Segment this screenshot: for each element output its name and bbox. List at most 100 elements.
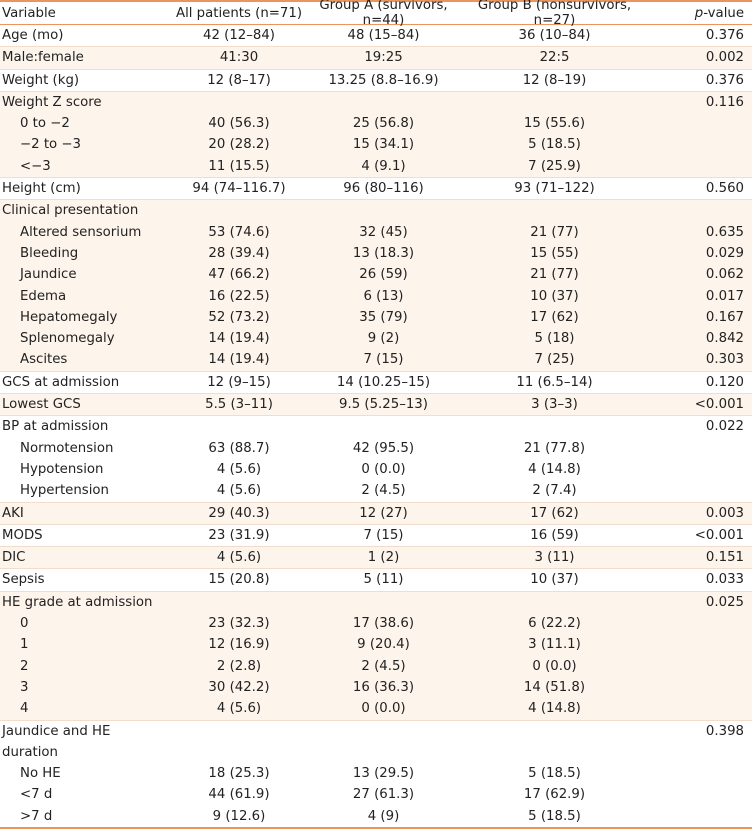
cell-all: 52 (73.2) bbox=[208, 309, 270, 325]
cell-all: 41:30 bbox=[219, 50, 259, 66]
cell-all: 12 (16.9) bbox=[208, 637, 270, 653]
cell-group-b: 22:5 bbox=[539, 50, 570, 66]
header-all-patients: All patients (n=71) bbox=[175, 5, 303, 21]
cell-group-b: 36 (10–84) bbox=[518, 28, 591, 43]
cell-group-b: 5 (18.5) bbox=[528, 137, 581, 153]
cell-group-a: 9 (2) bbox=[367, 331, 400, 347]
cell-p: 0.033 bbox=[705, 572, 744, 588]
row-group-weight-z: Weight Z score 0.116 0 to −2 40 (56.3) 2… bbox=[0, 91, 752, 179]
cell-all: 4 (5.6) bbox=[216, 550, 262, 566]
cell-p: 0.560 bbox=[705, 181, 744, 197]
cell-all: 29 (40.3) bbox=[208, 505, 270, 521]
cell-all: 20 (28.2) bbox=[208, 137, 270, 153]
cell-p: 0.376 bbox=[705, 28, 744, 43]
row-label: No HE bbox=[20, 766, 61, 782]
cell-p: 0.398 bbox=[705, 723, 744, 739]
cell-all: 18 (25.3) bbox=[208, 766, 270, 782]
header-p-italic: p bbox=[694, 5, 704, 21]
cell-all: 15 (20.8) bbox=[208, 572, 270, 588]
table-row: Weight (kg) 12 (8–17) 13.25 (8.8–16.9) 1… bbox=[0, 70, 752, 92]
cell-all: 23 (32.3) bbox=[208, 616, 270, 632]
cell-p: 0.116 bbox=[705, 94, 744, 110]
row-label: >7 d bbox=[20, 808, 53, 824]
table-row: HE grade at admission 0.025 bbox=[0, 591, 752, 614]
table-row: 3 30 (42.2) 16 (36.3) 14 (51.8) bbox=[0, 676, 752, 699]
row-label: Weight (kg) bbox=[2, 72, 80, 88]
cell-group-b: 15 (55) bbox=[530, 245, 579, 261]
cell-group-b: 12 (8–19) bbox=[522, 72, 587, 88]
row-label: Ascites bbox=[20, 352, 68, 368]
cell-group-a: 7 (15) bbox=[363, 352, 404, 368]
cell-p: 0.003 bbox=[705, 505, 744, 521]
cell-group-a: 5 (11) bbox=[363, 572, 404, 588]
cell-group-a: 13 (29.5) bbox=[352, 766, 415, 782]
row-label: 3 bbox=[20, 679, 29, 695]
row-label: Normotension bbox=[20, 440, 114, 456]
cell-group-b: 5 (18.5) bbox=[528, 808, 581, 824]
row-label: Height (cm) bbox=[2, 181, 81, 197]
cell-group-a: 12 (27) bbox=[359, 505, 408, 521]
row-label: Edema bbox=[20, 288, 67, 304]
cell-group-b: 21 (77) bbox=[530, 267, 579, 283]
table-row: BP at admission 0.022 bbox=[0, 416, 752, 437]
cell-p: <0.001 bbox=[694, 527, 744, 543]
cell-group-b: 15 (55.6) bbox=[523, 116, 586, 132]
row-group-he-grade: HE grade at admission 0.025 0 23 (32.3) … bbox=[0, 591, 752, 721]
cell-group-b: 10 (37) bbox=[530, 288, 579, 304]
row-label: MODS bbox=[2, 527, 43, 543]
row-label: Splenomegaly bbox=[20, 331, 115, 347]
cell-group-b: 7 (25.9) bbox=[528, 158, 581, 174]
cell-all: 40 (56.3) bbox=[208, 116, 270, 132]
table-row: Ascites 14 (19.4) 7 (15) 7 (25) 0.303 bbox=[0, 349, 752, 371]
table-row: 0 to −2 40 (56.3) 25 (56.8) 15 (55.6) bbox=[0, 113, 752, 135]
table-row: MODS 23 (31.9) 7 (15) 16 (59) <0.001 bbox=[0, 525, 752, 548]
row-label: Altered sensorium bbox=[20, 224, 142, 240]
cell-all: 23 (31.9) bbox=[208, 527, 270, 543]
cell-group-a: 2 (4.5) bbox=[361, 658, 406, 674]
cell-p: 0.002 bbox=[705, 50, 744, 66]
cell-p: 0.025 bbox=[705, 594, 744, 610]
cell-group-a: 14 (10.25–15) bbox=[336, 374, 431, 390]
row-label: DIC bbox=[2, 550, 26, 566]
table-row: Jaundice and HE duration 0.398 bbox=[0, 721, 752, 764]
cell-group-b: 6 (22.2) bbox=[528, 616, 581, 632]
cell-group-b: 17 (62) bbox=[530, 505, 579, 521]
cell-group-b: 14 (51.8) bbox=[523, 679, 586, 695]
row-label: 0 bbox=[20, 616, 29, 632]
cell-p: 0.635 bbox=[705, 224, 744, 240]
cell-p: <0.001 bbox=[694, 397, 744, 413]
cell-group-b: 21 (77.8) bbox=[523, 440, 586, 456]
table-row: >7 d 9 (12.6) 4 (9) 5 (18.5) bbox=[0, 806, 752, 827]
cell-group-b: 93 (71–122) bbox=[514, 181, 595, 197]
cell-group-b: 2 (7.4) bbox=[532, 483, 577, 499]
row-label: Male:female bbox=[2, 50, 84, 66]
row-label: <7 d bbox=[20, 787, 53, 803]
cell-p: 0.022 bbox=[705, 419, 744, 435]
cell-group-b: 4 (14.8) bbox=[528, 701, 581, 717]
row-label: Sepsis bbox=[2, 572, 45, 588]
cell-group-a: 9.5 (5.25–13) bbox=[339, 397, 428, 413]
table-row: Splenomegaly 14 (19.4) 9 (2) 5 (18) 0.84… bbox=[0, 328, 752, 350]
cell-group-a: 27 (61.3) bbox=[352, 787, 415, 803]
cell-group-b: 10 (37) bbox=[530, 572, 579, 588]
row-label: AKI bbox=[2, 505, 24, 521]
cell-group-a: 42 (95.5) bbox=[352, 440, 415, 456]
table-row: Weight Z score 0.116 bbox=[0, 91, 752, 114]
cell-group-b: 16 (59) bbox=[530, 527, 579, 543]
table-row: Lowest GCS 5.5 (3–11) 9.5 (5.25–13) 3 (3… bbox=[0, 394, 752, 417]
cell-all: 14 (19.4) bbox=[208, 352, 270, 368]
cell-group-a: 16 (36.3) bbox=[352, 679, 415, 695]
cell-all: 42 (12–84) bbox=[202, 28, 275, 43]
table-row: −2 to −3 20 (28.2) 15 (34.1) 5 (18.5) bbox=[0, 134, 752, 156]
cell-group-a: 96 (80–116) bbox=[343, 181, 424, 197]
header-p-rest: -value bbox=[703, 5, 744, 21]
cell-p: 0.376 bbox=[705, 72, 744, 88]
cell-group-b: 11 (6.5–14) bbox=[516, 374, 593, 390]
table-row: Hypotension 4 (5.6) 0 (0.0) 4 (14.8) bbox=[0, 459, 752, 480]
cell-all: 5.5 (3–11) bbox=[205, 397, 273, 413]
cell-group-a: 9 (20.4) bbox=[357, 637, 410, 653]
cell-group-a: 13.25 (8.8–16.9) bbox=[328, 72, 439, 88]
cell-group-b: 17 (62.9) bbox=[523, 787, 586, 803]
cell-group-a: 19:25 bbox=[364, 50, 403, 66]
